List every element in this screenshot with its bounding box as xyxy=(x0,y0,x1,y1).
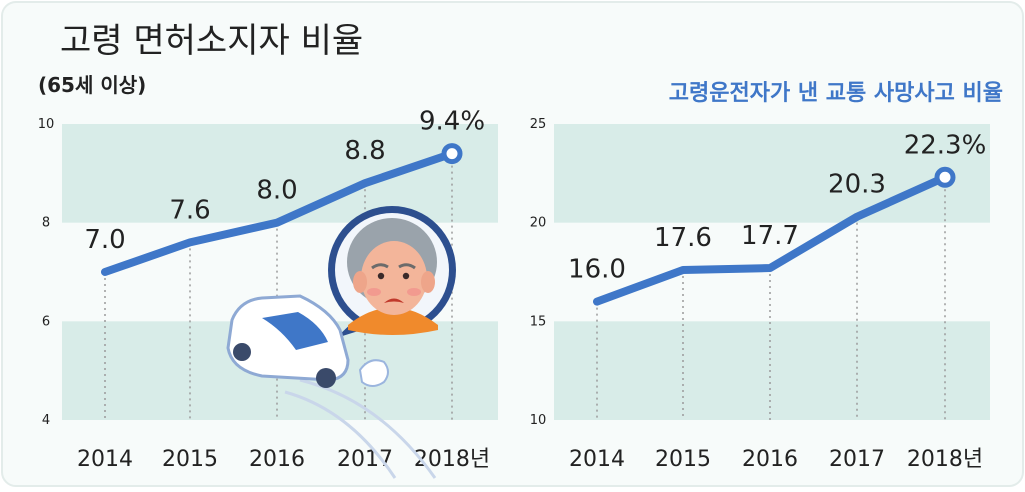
y-tick-label: 20 xyxy=(530,216,547,231)
y-tick-label: 25 xyxy=(530,117,547,132)
x-tick-label: 2016 xyxy=(742,447,798,472)
x-tick-label: 2015 xyxy=(162,447,218,472)
person-shirt xyxy=(348,307,438,335)
background-band xyxy=(62,124,498,223)
car-wheel-front xyxy=(316,368,336,388)
x-tick-label: 2017 xyxy=(337,447,393,472)
data-label: 17.6 xyxy=(654,223,712,253)
car-window xyxy=(262,312,328,350)
x-tick-label: 2015 xyxy=(655,447,711,472)
y-tick-label: 10 xyxy=(38,117,55,132)
series-line xyxy=(593,173,949,306)
left-chart-subtitle: (65세 이상) xyxy=(38,73,146,97)
x-tick-label: 2018년 xyxy=(907,447,983,472)
y-tick-label: 8 xyxy=(42,216,50,231)
person-ear-right xyxy=(421,271,435,293)
person-eye-right xyxy=(402,272,410,280)
data-label: 20.3 xyxy=(828,170,886,200)
x-tick-label: 2018년 xyxy=(414,447,490,472)
series-line xyxy=(101,149,456,276)
exhaust-smoke xyxy=(358,359,389,387)
x-tick-label: 2014 xyxy=(569,447,625,472)
data-label: 7.0 xyxy=(84,225,125,255)
person-brow-right xyxy=(398,263,416,270)
x-tick-label: 2014 xyxy=(77,447,133,472)
data-label: 17.7 xyxy=(741,221,799,251)
y-tick-label: 4 xyxy=(42,413,50,428)
car-skid-mark-2 xyxy=(284,390,397,479)
person-ear-left xyxy=(353,271,367,293)
person-eye-left xyxy=(377,272,385,280)
left-chart: 4 6 8 10 2014 2015 2016 2017 2018년 7.0 7.6 8.0 8.8 9.… xyxy=(38,107,498,472)
left-chart-title: 고령 면허소지자 비율 xyxy=(60,21,363,61)
background-band xyxy=(554,321,990,420)
last-point-marker xyxy=(934,166,956,188)
last-point-marker xyxy=(441,143,463,165)
y-tick-label: 10 xyxy=(530,413,547,428)
data-label: 7.6 xyxy=(169,195,210,225)
x-tick-label: 2016 xyxy=(249,447,305,472)
car-skid-mark-1 xyxy=(299,378,437,479)
car-wheel-rear xyxy=(233,343,251,361)
elderly-driver-illustration xyxy=(226,206,456,479)
right-chart-title: 고령운전자가 낸 교통 사망사고 비율 xyxy=(669,81,1003,106)
person-cheek-left xyxy=(367,288,381,296)
data-label: 16.0 xyxy=(568,255,626,285)
person-face xyxy=(361,241,427,315)
data-label: 8.0 xyxy=(256,176,297,206)
person-brow-left xyxy=(371,263,389,270)
background-band xyxy=(554,124,990,223)
data-label: 8.8 xyxy=(344,136,385,166)
data-label: 22.3% xyxy=(904,130,987,160)
x-tick-label: 2017 xyxy=(829,447,885,472)
y-tick-label: 15 xyxy=(530,314,547,329)
data-label: 9.4% xyxy=(419,107,485,137)
right-chart: 10 15 20 25 2014 2015 2016 2017 2018년 16.0 17.6 17.… xyxy=(530,117,990,472)
person-cheek-right xyxy=(407,288,421,296)
y-tick-label: 6 xyxy=(42,314,50,329)
person-mouth xyxy=(384,298,404,303)
